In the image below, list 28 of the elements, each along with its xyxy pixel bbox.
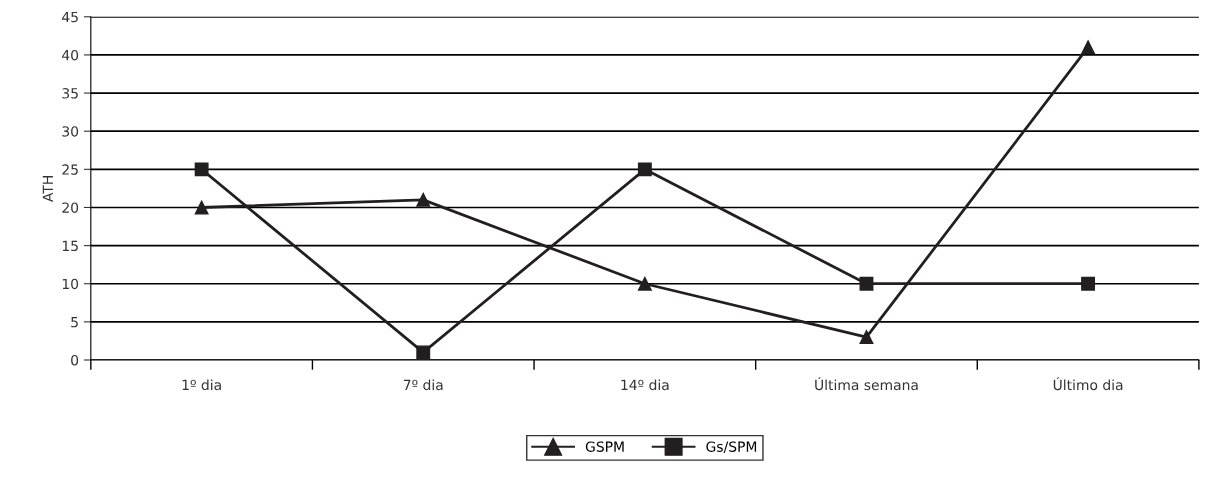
x-tick-label: Última semana (815, 377, 918, 391)
y-tick-label: 15 (62, 240, 78, 252)
y-tick-label: 30 (62, 126, 79, 137)
y-tick-label: 5 (71, 317, 78, 328)
point (1081, 40, 1096, 55)
y-tick-label: 20 (62, 202, 79, 213)
y-axis-title: ATH (42, 176, 53, 202)
y-tick-label: 45 (62, 11, 78, 23)
point (859, 330, 874, 345)
point (416, 192, 431, 207)
legend-label: Gs/SPM (706, 441, 757, 453)
x-tick-label: 14º dia (621, 379, 669, 391)
point (1081, 276, 1096, 291)
y-tick-label: 0 (71, 354, 79, 366)
legend-label: GSPM (585, 441, 624, 452)
x-tick-label: 1º dia (182, 379, 221, 391)
y-tick-label: 10 (62, 278, 79, 290)
point (194, 162, 209, 177)
x-tick-label: 7º dia (403, 379, 443, 391)
point (637, 162, 652, 177)
point (859, 276, 874, 291)
y-tick-label: 25 (62, 164, 78, 175)
point (416, 345, 431, 360)
point (194, 200, 209, 215)
y-tick-label: 40 (62, 49, 79, 61)
x-tick-label: Último dia (1053, 377, 1123, 391)
point (637, 276, 652, 291)
y-tick-label: 35 (62, 88, 78, 99)
